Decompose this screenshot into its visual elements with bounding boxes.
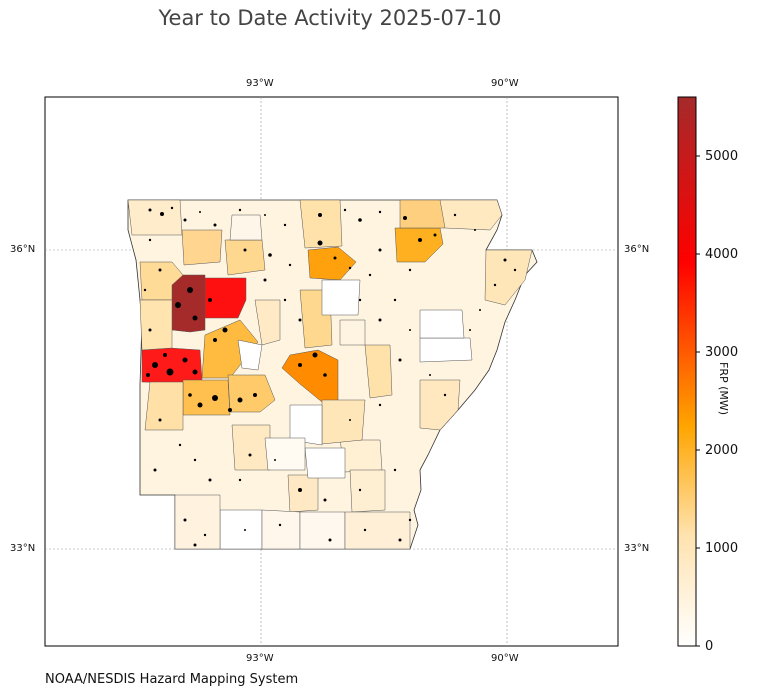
map-title: Year to Date Activity 2025-07-10 (158, 6, 502, 30)
fire-points (143, 206, 517, 547)
colorbar-tick-0: 0 (705, 639, 714, 654)
lat-label-left-36: 36°N (10, 244, 36, 255)
colorbar-tick-5000: 5000 (705, 149, 739, 164)
colorbar-tick-3000: 3000 (705, 345, 739, 360)
lat-label-left-33: 33°N (10, 543, 36, 554)
lon-label-top-90: 90°W (491, 78, 519, 89)
lat-label-right-33: 33°N (624, 543, 650, 554)
colorbar-ticks (696, 155, 700, 647)
colorbar-tick-2000: 2000 (705, 443, 739, 458)
credit-text: NOAA/NESDIS Hazard Mapping System (45, 672, 299, 687)
colorbar (677, 96, 697, 647)
lon-label-bottom-93: 93°W (246, 653, 274, 664)
colorbar-tick-1000: 1000 (705, 541, 739, 556)
colorbar-tick-4000: 4000 (705, 247, 739, 262)
lat-label-right-36: 36°N (624, 244, 650, 255)
lon-label-top-93: 93°W (246, 78, 274, 89)
colorbar-label: FRP (MW) (717, 362, 730, 416)
lon-label-bottom-90: 90°W (491, 653, 519, 664)
